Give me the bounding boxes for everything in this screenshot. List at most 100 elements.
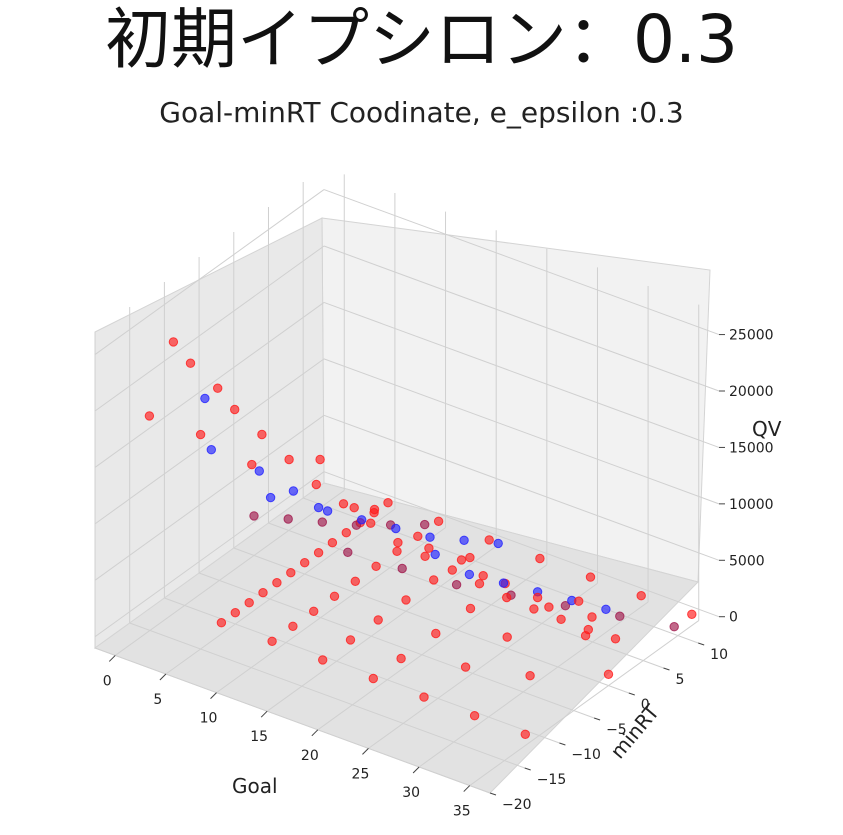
data-point — [636, 591, 646, 601]
data-point — [391, 523, 401, 534]
data-point — [392, 546, 402, 556]
y-tick-mark — [663, 667, 670, 671]
data-point — [315, 454, 325, 465]
data-point — [520, 729, 530, 739]
data-point — [419, 692, 429, 702]
data-point — [401, 595, 411, 605]
data-point — [288, 621, 298, 631]
data-point — [465, 603, 476, 614]
data-point — [247, 459, 257, 470]
grid-line-y — [129, 622, 525, 769]
data-point — [425, 532, 435, 542]
data-point — [525, 671, 535, 681]
data-point — [456, 555, 467, 565]
x-tick-mark — [108, 655, 116, 662]
data-point — [615, 611, 625, 621]
data-point — [464, 569, 475, 580]
data-point — [474, 579, 485, 589]
data-point — [244, 598, 254, 608]
data-point — [603, 669, 614, 679]
x-tick-label: 5 — [153, 692, 162, 708]
grid-line-x — [266, 545, 497, 712]
grid-line-z — [323, 471, 720, 618]
data-point — [478, 571, 488, 581]
x-tick-mark — [463, 785, 471, 792]
data-point — [230, 608, 241, 618]
data-point — [195, 429, 206, 440]
x-tick-mark — [210, 692, 217, 699]
chart-title: Goal-minRT Coodinate, e_epsilon :0.3 — [159, 96, 684, 129]
data-point — [430, 549, 440, 560]
data-point — [433, 516, 444, 526]
data-point — [465, 552, 475, 563]
y-tick-label: −20 — [502, 797, 532, 813]
x-tick-label: 25 — [352, 766, 370, 782]
data-point — [300, 558, 310, 568]
grid-line-z — [323, 301, 720, 448]
data-point — [283, 514, 293, 524]
grid-line-x — [114, 490, 345, 656]
data-point — [484, 535, 494, 545]
data-point — [469, 711, 480, 721]
grid-line-y — [198, 572, 595, 719]
z-tick-label: 25000 — [729, 328, 774, 344]
data-point — [349, 503, 359, 513]
data-point — [396, 653, 406, 664]
x-tick-mark — [260, 710, 268, 718]
data-point — [257, 429, 267, 440]
data-point — [272, 578, 282, 588]
data-point — [610, 634, 621, 644]
grid-line-z — [323, 414, 720, 561]
z-tick-label: 0 — [729, 610, 738, 626]
data-point — [185, 358, 196, 368]
y-tick-mark — [698, 642, 705, 646]
y-tick-mark — [628, 692, 635, 696]
data-point — [669, 622, 679, 632]
x-tick-label: 15 — [250, 729, 268, 745]
grid-line-x — [368, 582, 598, 749]
grid-line-y — [233, 547, 629, 694]
data-point — [451, 580, 462, 590]
x-tick-label: 20 — [301, 748, 319, 764]
grid-line-x — [418, 601, 649, 768]
grid-line-z — [94, 414, 325, 581]
page-title: 初期イプシロン：0.3 — [105, 1, 738, 78]
grid-line-y — [268, 522, 664, 669]
data-point — [502, 592, 512, 603]
data-point — [583, 624, 593, 635]
data-point — [357, 515, 367, 525]
grid-line-z — [323, 189, 720, 336]
data-point — [313, 502, 324, 513]
data-point — [309, 606, 319, 616]
y-tick-label: 0 — [641, 697, 650, 713]
z-axis-label: QV — [752, 417, 782, 441]
data-point — [574, 596, 584, 606]
data-point — [230, 404, 240, 415]
grid-line-y — [164, 597, 560, 744]
data-point — [322, 506, 333, 516]
grid-line-z — [94, 358, 325, 525]
data-point — [429, 575, 439, 585]
data-point — [383, 498, 393, 508]
y-tick-mark — [559, 742, 566, 746]
data-point — [254, 466, 264, 476]
data-point — [460, 662, 471, 672]
data-point — [366, 518, 376, 528]
data-point — [393, 537, 403, 548]
data-point — [265, 492, 276, 503]
data-point — [327, 538, 338, 548]
grid-line-x — [165, 508, 396, 675]
data-point — [585, 572, 596, 582]
grid-line-z — [94, 471, 325, 638]
data-point — [532, 592, 543, 603]
x-tick-mark — [159, 673, 167, 681]
data-point — [267, 636, 277, 646]
data-point — [249, 511, 259, 521]
data-point — [341, 528, 351, 538]
z-tick-label: 5000 — [729, 553, 765, 569]
grid-line-z — [94, 245, 325, 412]
data-point — [397, 563, 407, 574]
data-point — [368, 673, 378, 684]
data-point — [431, 628, 441, 639]
